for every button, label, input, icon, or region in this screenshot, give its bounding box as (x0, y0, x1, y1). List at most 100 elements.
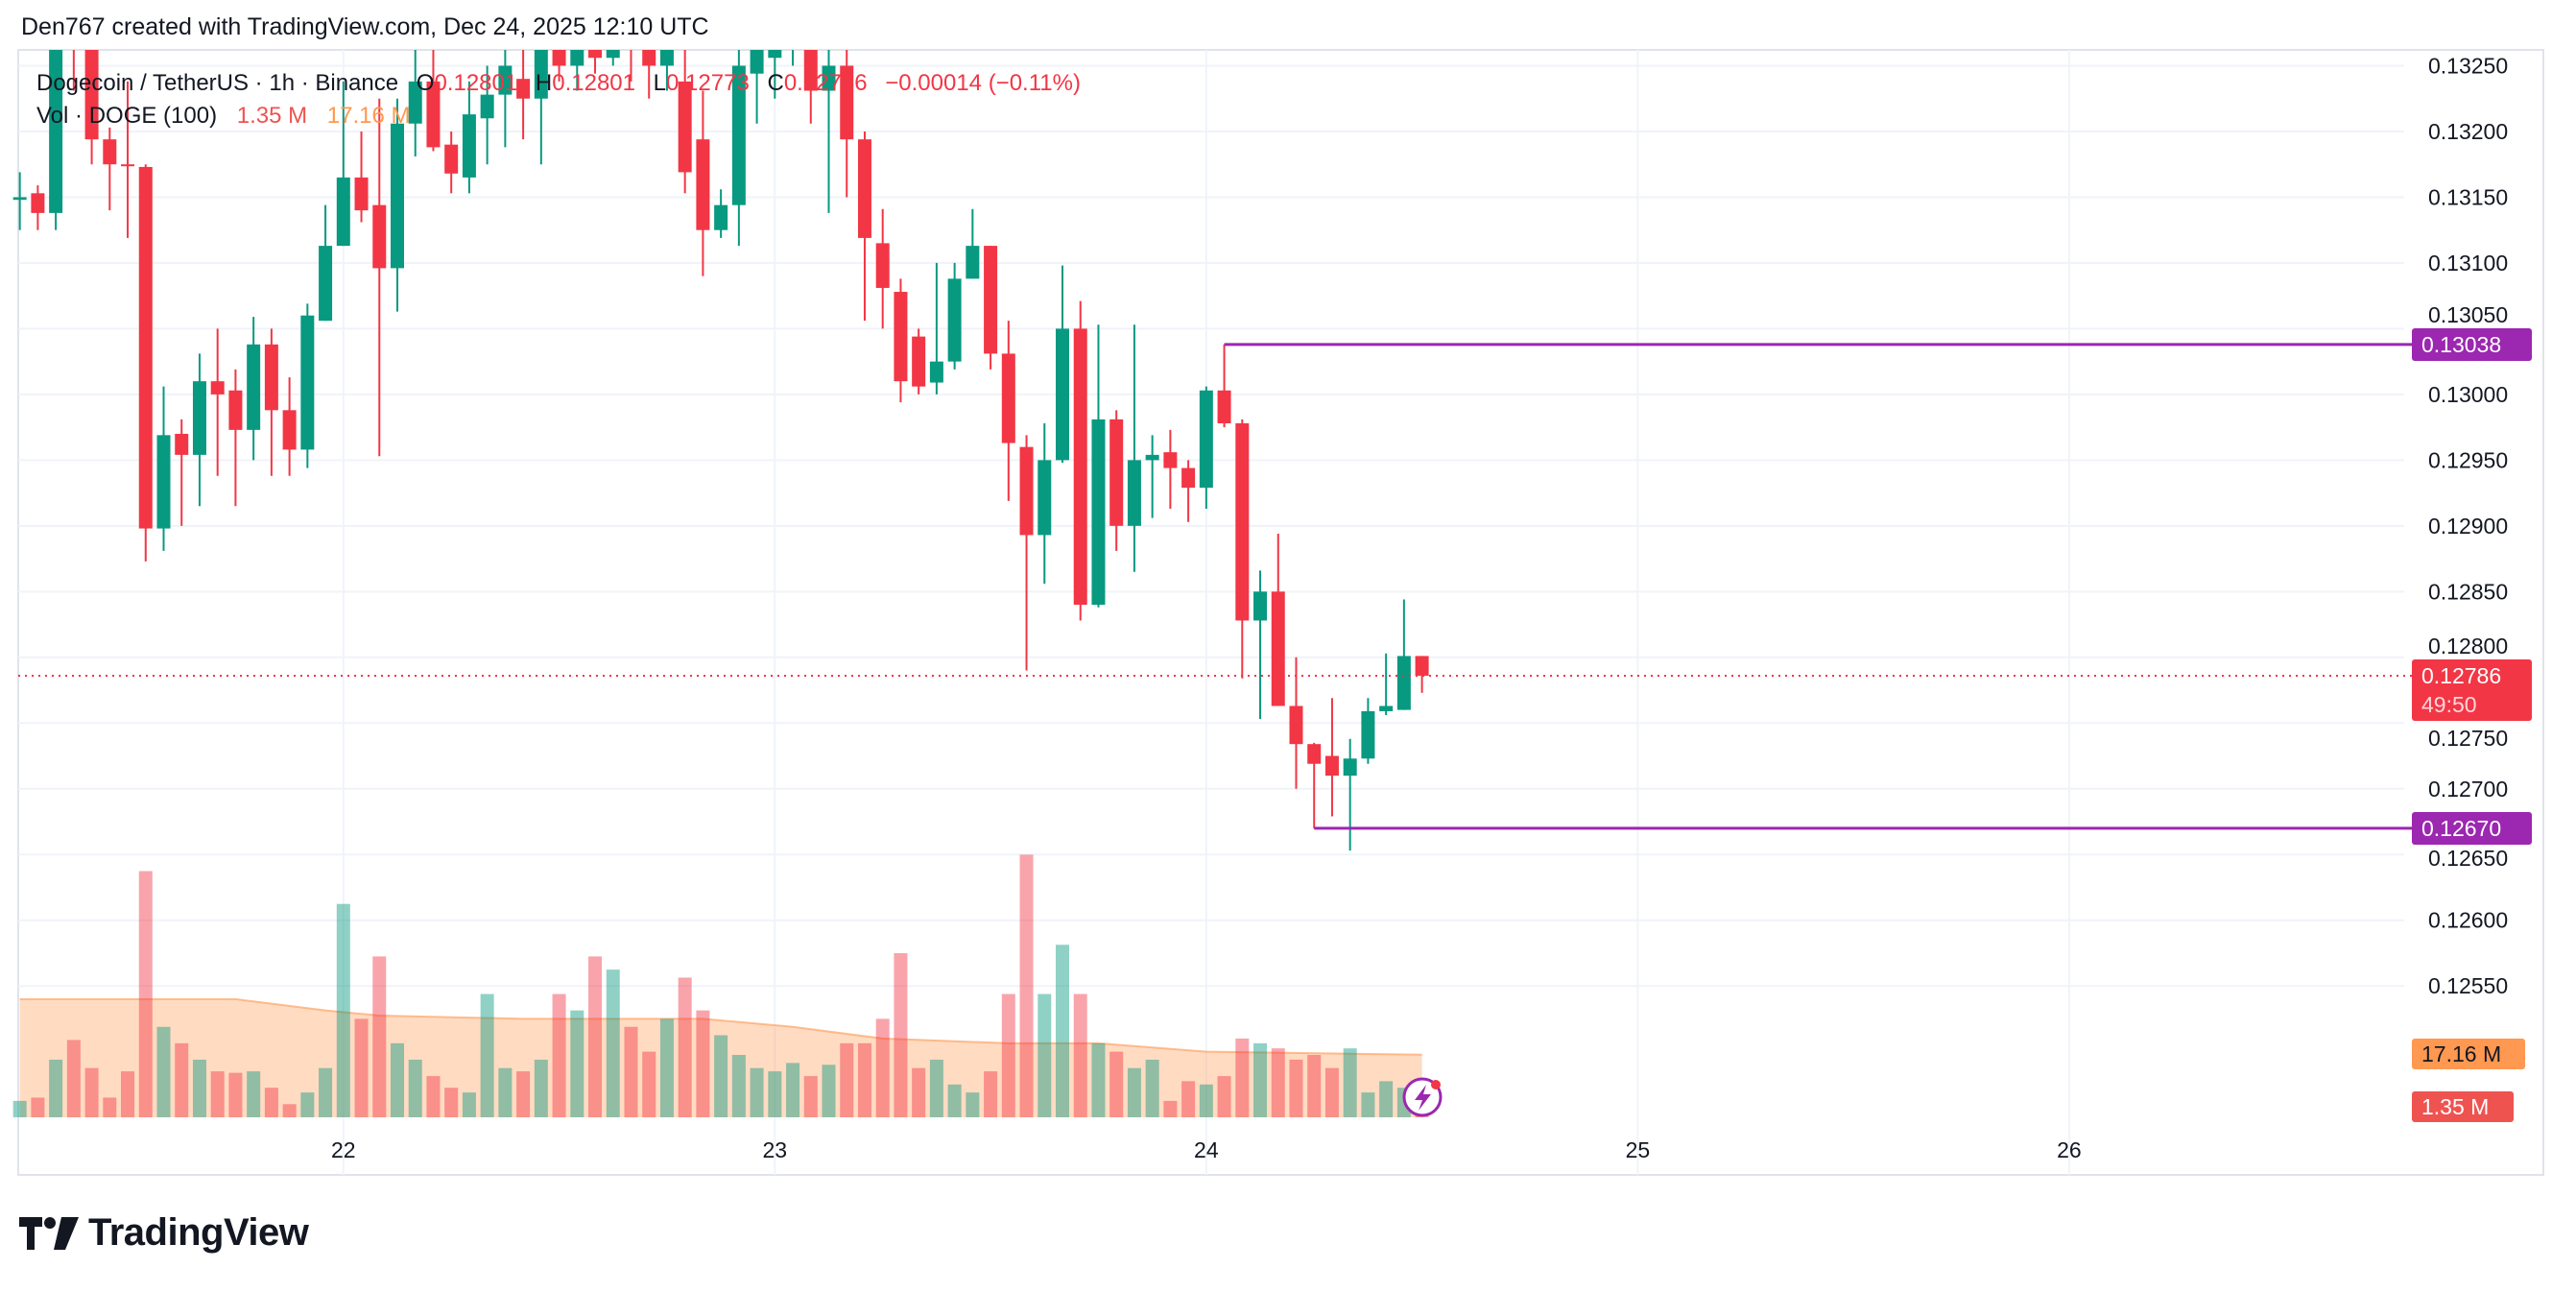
candle-body (659, 50, 674, 66)
price-tick-label: 0.12800 (2428, 634, 2508, 658)
last-price-tag: 0.12786 49:50 (2412, 658, 2532, 721)
low-value: 0.12773 (666, 70, 750, 96)
candle-body (247, 344, 261, 430)
candle (875, 208, 890, 329)
volume-bar (319, 1067, 333, 1117)
candle-body (929, 361, 943, 383)
volume-bar (336, 903, 350, 1117)
volume-bar (786, 1063, 800, 1117)
volume-bar (1379, 1081, 1394, 1117)
volume-bar (462, 1092, 476, 1117)
candle (1073, 300, 1087, 621)
volume-bar (480, 993, 494, 1117)
candle (606, 50, 620, 66)
candle (1019, 435, 1034, 671)
candle (498, 50, 513, 148)
price-tick-label: 0.13200 (2428, 119, 2508, 144)
candle-body (857, 139, 871, 238)
tradingview-logo[interactable]: TradingView (19, 1211, 309, 1255)
volume-bar (1361, 1092, 1375, 1117)
candle-body (1091, 419, 1106, 606)
volume-bar (750, 1067, 764, 1117)
candle (1127, 324, 1141, 572)
candle-body (121, 164, 135, 167)
candle-body (894, 292, 908, 382)
volume-bar (103, 1097, 117, 1117)
candle (1056, 265, 1069, 464)
candle (390, 98, 404, 312)
candle-body (498, 65, 513, 95)
candle (822, 50, 836, 213)
change-value: −0.00014 (−0.11%) (885, 70, 1081, 96)
price-tick-label: 0.12600 (2428, 908, 2508, 933)
candle-body (228, 390, 243, 430)
candle (408, 50, 422, 156)
lightning-icon[interactable] (1402, 1077, 1443, 1117)
volume-bar (552, 993, 566, 1117)
low-label: L (653, 70, 667, 96)
volume-bar (1056, 945, 1069, 1117)
candle (12, 172, 27, 230)
volume-bar (642, 1051, 656, 1117)
candle (1253, 570, 1268, 720)
volume-row: Vol · DOGE (100) 1.35 M 17.16 M (36, 100, 1081, 132)
volume-bar (1091, 1042, 1106, 1117)
candle (714, 189, 728, 238)
candle (247, 317, 261, 461)
candle (659, 50, 674, 91)
candle-body (875, 243, 890, 288)
volume-bar (1217, 1076, 1231, 1117)
candle-body (840, 65, 854, 140)
volume-bar (426, 1076, 441, 1117)
candle-body (822, 65, 836, 91)
candle (912, 328, 926, 395)
candle-body (12, 197, 27, 201)
candle (947, 262, 962, 370)
price-tick-label: 0.13050 (2428, 302, 2508, 327)
candle-body (552, 50, 566, 66)
candle-body (714, 204, 728, 230)
candle-body (426, 81, 441, 148)
chart-credit: Den767 created with TradingView.com, Dec… (21, 13, 709, 40)
candle (768, 50, 782, 99)
candle-body (1056, 328, 1069, 461)
resistance-price-tag: 0.13038 (2412, 327, 2532, 361)
close-label: C (767, 70, 784, 96)
candle (1038, 423, 1052, 585)
volume-bar (1271, 1048, 1285, 1117)
candle-body (1396, 656, 1411, 710)
volume-bar (588, 956, 603, 1117)
candle (1145, 435, 1159, 518)
volume-bar (696, 1010, 710, 1117)
volume-bar (1145, 1059, 1159, 1117)
candle-body (1324, 755, 1339, 777)
candle (1109, 410, 1124, 551)
candle-body (138, 166, 153, 529)
volume-bar (984, 1071, 998, 1117)
candle-body (1379, 706, 1394, 711)
price-tick-label: 0.12750 (2428, 726, 2508, 751)
time-tick-label: 26 (2057, 1137, 2082, 1162)
volume-bar (1038, 993, 1052, 1117)
candle-body (750, 50, 764, 74)
symbol-title[interactable]: Dogecoin / TetherUS · 1h · Binance (36, 70, 399, 96)
candle-body (408, 81, 422, 124)
volume-ma-tag: 17.16 M (2412, 1039, 2525, 1069)
candle-body (282, 410, 297, 450)
candle (300, 303, 315, 468)
last-price: 0.12786 (2421, 662, 2502, 688)
symbol-row: Dogecoin / TetherUS · 1h · Binance O0.12… (36, 67, 1081, 100)
volume-title[interactable]: Vol · DOGE (100) (36, 103, 218, 129)
price-tick-label: 0.12900 (2428, 514, 2508, 538)
candle-body (678, 81, 692, 173)
price-tick-label: 0.13250 (2428, 53, 2508, 78)
candle-body (84, 50, 99, 140)
candle (731, 50, 746, 247)
candle-body (570, 50, 584, 66)
volume-bar (12, 1100, 27, 1117)
close-value: 0.12786 (783, 70, 868, 96)
tradingview-wordmark: TradingView (88, 1211, 309, 1254)
volume-bar (156, 1026, 171, 1117)
candle-body (1038, 460, 1052, 536)
